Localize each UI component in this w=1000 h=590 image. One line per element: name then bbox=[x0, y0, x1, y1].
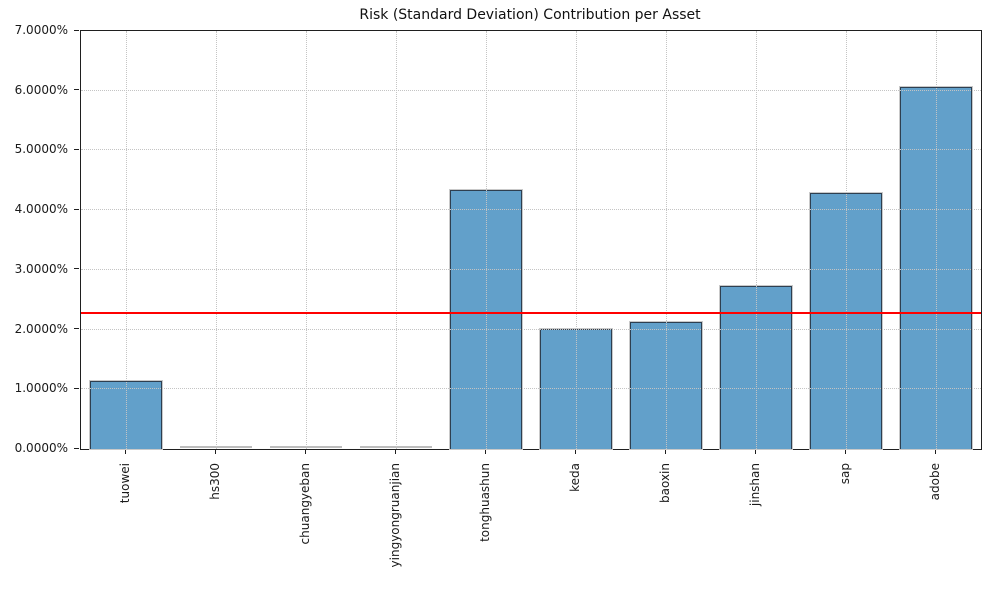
x-tick-label-text: keda bbox=[568, 463, 582, 492]
gridline-vertical bbox=[936, 31, 937, 449]
gridline-vertical bbox=[846, 31, 847, 449]
gridline-vertical bbox=[126, 31, 127, 449]
y-tick-label: 4.0000% bbox=[14, 202, 68, 217]
y-tick-mark bbox=[74, 328, 79, 330]
x-tick-mark bbox=[754, 449, 756, 454]
x-tick-label-text: baoxin bbox=[658, 463, 672, 503]
y-axis: 0.0000% 1.0000% 2.0000% 3.0000% 4.0000% 5.000… bbox=[0, 23, 80, 455]
y-tick-label: 2.0000% bbox=[14, 321, 68, 336]
y-tick-label: 1.0000% bbox=[14, 381, 68, 396]
x-tick-mark bbox=[394, 449, 396, 454]
x-tick-mark bbox=[844, 449, 846, 454]
gridline-vertical bbox=[756, 31, 757, 449]
y-tick-label: 5.0000% bbox=[14, 142, 68, 157]
gridline-horizontal bbox=[81, 89, 981, 91]
x-tick-mark bbox=[664, 449, 666, 454]
x-tick-label-text: tonghuashun bbox=[478, 463, 492, 542]
y-tick-mark bbox=[74, 387, 79, 389]
y-tick-mark bbox=[74, 208, 79, 210]
y-tick-mark bbox=[74, 148, 79, 150]
reference-line bbox=[81, 311, 981, 315]
x-tick-mark bbox=[574, 449, 576, 454]
gridline-vertical bbox=[396, 31, 397, 449]
y-tick-mark bbox=[74, 89, 79, 91]
x-tick-label-text: chuangyeban bbox=[298, 463, 312, 545]
gridline-horizontal bbox=[81, 388, 981, 390]
x-tick-mark bbox=[214, 449, 216, 454]
y-tick-mark bbox=[74, 29, 79, 31]
gridline-vertical bbox=[666, 31, 667, 449]
gridline-horizontal bbox=[81, 149, 981, 151]
plot-area bbox=[80, 30, 982, 450]
gridline-vertical bbox=[216, 31, 217, 449]
gridline-horizontal bbox=[81, 209, 981, 211]
x-tick-mark bbox=[934, 449, 936, 454]
y-tick-label: 7.0000% bbox=[14, 23, 68, 37]
x-tick-label-text: hs300 bbox=[208, 463, 222, 500]
y-tick-mark bbox=[74, 268, 79, 270]
y-tick-label: 6.0000% bbox=[14, 82, 68, 97]
gridline-vertical bbox=[576, 31, 577, 449]
gridline-horizontal bbox=[81, 328, 981, 330]
gridline-vertical bbox=[486, 31, 487, 449]
x-axis: tuowei hs300 chuangyeban yingyongruanjian to… bbox=[80, 449, 980, 590]
y-tick-label: 3.0000% bbox=[14, 261, 68, 276]
x-tick-mark bbox=[124, 449, 126, 454]
x-tick-label-text: jinshan bbox=[748, 463, 762, 507]
gridline-horizontal bbox=[81, 268, 981, 270]
x-tick-label-text: yingyongruanjian bbox=[388, 463, 402, 568]
x-tick-label-text: tuowei bbox=[118, 463, 132, 504]
x-tick-mark bbox=[304, 449, 306, 454]
y-tick-label: 0.0000% bbox=[14, 441, 68, 455]
x-tick-label-text: sap bbox=[838, 463, 852, 485]
y-tick-mark bbox=[74, 447, 79, 449]
gridline-vertical bbox=[306, 31, 307, 449]
x-tick-label-text: adobe bbox=[928, 463, 942, 501]
chart-title: Risk (Standard Deviation) Contribution p… bbox=[359, 7, 701, 23]
x-tick-mark bbox=[484, 449, 486, 454]
